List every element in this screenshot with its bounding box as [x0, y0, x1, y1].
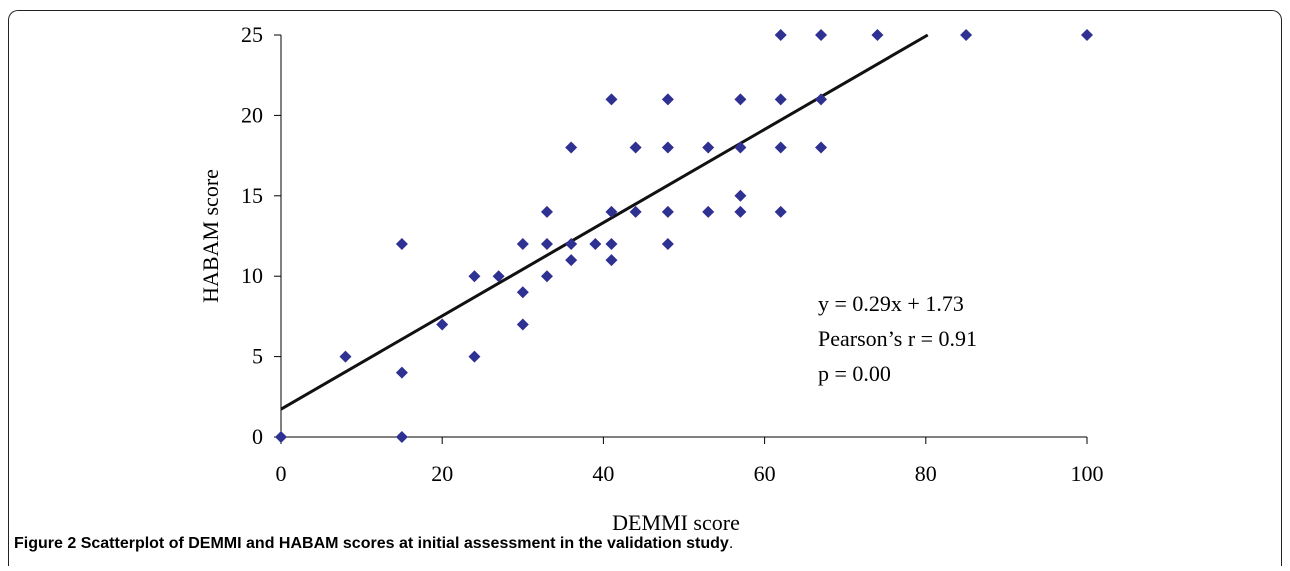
y-tick-label: 25 [241, 22, 263, 47]
data-point [734, 189, 747, 202]
data-point [734, 93, 747, 106]
data-point [395, 366, 408, 379]
data-point [734, 141, 747, 154]
data-point [734, 205, 747, 218]
trendline [280, 33, 929, 411]
data-point [815, 141, 828, 154]
data-point [565, 254, 578, 267]
data-point [629, 141, 642, 154]
data-point [275, 431, 287, 443]
regression-annotation: Pearson’s r = 0.91 [818, 326, 977, 351]
figure-frame [8, 10, 1282, 566]
data-point [468, 270, 481, 283]
caption-text: Scatterplot of DEMMI and HABAM scores at… [80, 535, 729, 552]
data-point [516, 238, 529, 251]
y-tick-label: 5 [252, 344, 263, 369]
data-point [565, 238, 578, 251]
data-point [565, 141, 578, 154]
scatter-chart: 0 20 40 60 80 100 0 5 10 15 20 25 DEMMI score HABAM… [198, 22, 1104, 530]
data-points [275, 29, 1093, 443]
regression-annotation: y = 0.29x + 1.73 [818, 291, 964, 316]
data-point [589, 238, 602, 251]
data-point [702, 141, 715, 154]
data-point [960, 29, 973, 41]
caption-end: . [728, 535, 734, 552]
data-point [815, 29, 828, 41]
x-tick-label: 80 [915, 461, 937, 486]
y-tick-label: 0 [252, 424, 263, 449]
data-point [468, 350, 481, 363]
data-point [702, 205, 715, 218]
data-point [661, 93, 674, 106]
data-point [339, 350, 352, 363]
data-point [774, 205, 787, 218]
data-point [605, 205, 618, 218]
data-point [540, 270, 553, 283]
data-point [661, 238, 674, 251]
data-point [540, 205, 553, 218]
axes [280, 35, 1087, 438]
data-point [540, 238, 553, 251]
ticks: 0 20 40 60 80 100 0 5 10 15 20 25 [241, 22, 1104, 486]
annotations: y = 0.29x + 1.73 Pearson’s r = 0.91 p = 0.… [818, 291, 977, 386]
figure-caption: Figure 2 Scatterplot of DEMMI and HABAM … [14, 535, 733, 553]
data-point [605, 238, 618, 251]
x-tick-label: 20 [431, 461, 453, 486]
x-tick-label: 0 [276, 461, 287, 486]
data-point [605, 93, 618, 106]
data-point [1081, 29, 1093, 41]
data-point [395, 238, 408, 251]
x-tick-label: 100 [1071, 461, 1104, 486]
data-point [774, 93, 787, 106]
data-point [629, 205, 642, 218]
data-point [661, 205, 674, 218]
data-point [661, 141, 674, 154]
y-axis-label: HABAM score [198, 169, 223, 303]
x-tick-label: 40 [592, 461, 614, 486]
data-point [774, 29, 787, 41]
data-point [492, 270, 505, 283]
y-tick-label: 10 [241, 263, 263, 288]
data-point [605, 254, 618, 267]
y-tick-label: 15 [241, 183, 263, 208]
data-point [516, 286, 529, 299]
regression-annotation: p = 0.00 [818, 361, 891, 386]
data-point [436, 318, 449, 331]
data-point [516, 318, 529, 331]
data-point [395, 431, 408, 443]
data-point [815, 93, 828, 106]
data-point [774, 141, 787, 154]
data-point [871, 29, 884, 41]
caption-label: Figure 2 [14, 535, 77, 552]
x-tick-label: 60 [754, 461, 776, 486]
y-tick-label: 20 [241, 102, 263, 127]
x-axis-label: DEMMI score [612, 510, 740, 530]
